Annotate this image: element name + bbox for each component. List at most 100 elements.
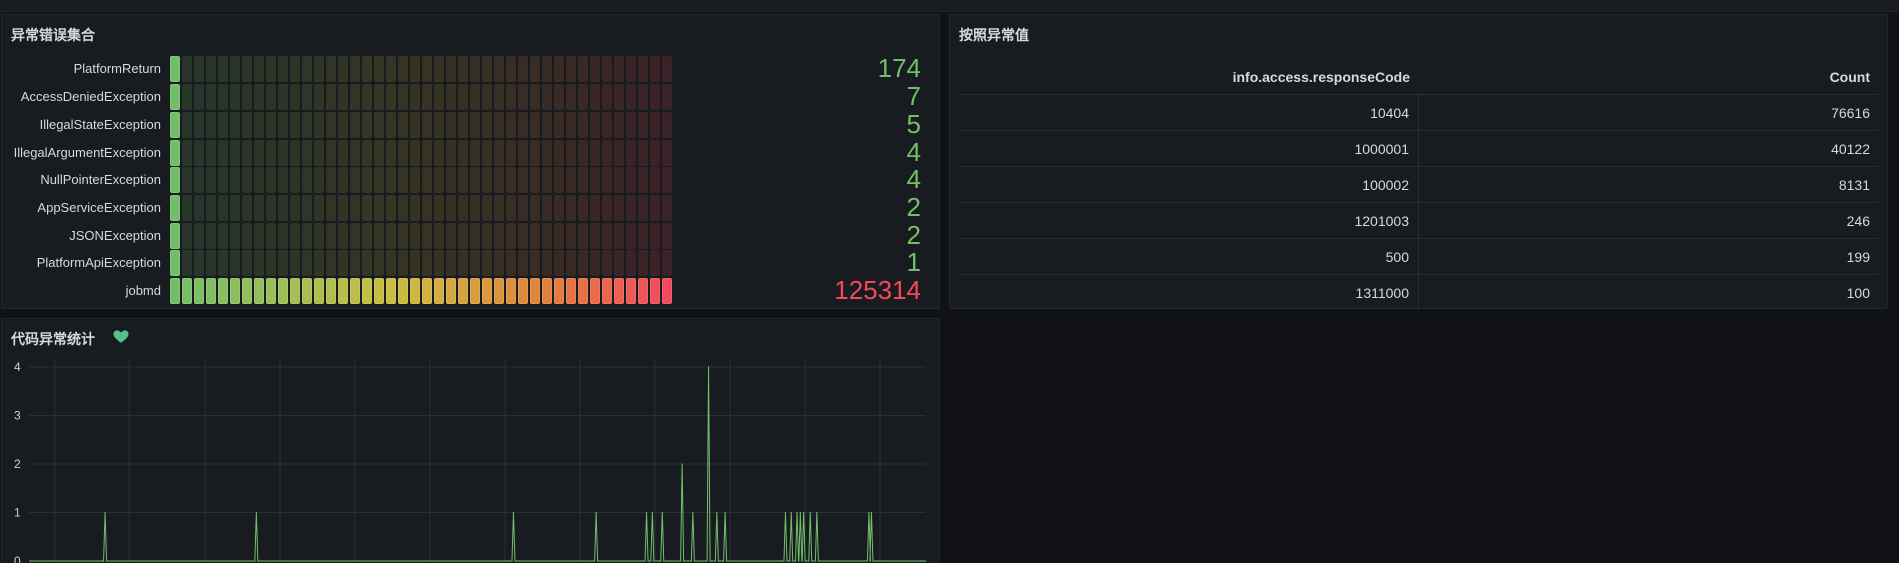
bargauge-cell — [506, 140, 516, 166]
bargauge-cell — [626, 250, 636, 276]
data-point[interactable] — [692, 511, 694, 514]
bargauge-cell — [578, 278, 588, 304]
bargauge-row[interactable]: IllegalStateException 5 — [2, 109, 939, 139]
bargauge-value: 2 — [906, 192, 921, 222]
bargauge-cell — [626, 167, 636, 193]
bargauge-cell — [446, 140, 456, 166]
bargauge-row[interactable]: AppServiceException 2 — [2, 192, 939, 222]
bargauge-cell — [494, 112, 504, 138]
data-point[interactable] — [661, 511, 663, 514]
column-header-response-code[interactable]: info.access.responseCode — [1232, 68, 1410, 85]
data-point[interactable] — [681, 463, 683, 465]
panel-title[interactable]: 按照异常值 — [959, 27, 1029, 43]
bargauge-cell — [518, 84, 528, 110]
data-point[interactable] — [707, 366, 710, 368]
bargauge-cell — [638, 167, 648, 193]
data-point[interactable] — [724, 511, 726, 514]
bargauge-cell — [290, 140, 300, 166]
data-point[interactable] — [809, 511, 811, 514]
bargauge-cell — [386, 112, 396, 138]
panel-title[interactable]: 异常错误集合 — [11, 27, 95, 43]
bargauge-row[interactable]: jobmd 125314 — [2, 275, 939, 305]
bargauge-row[interactable]: PlatformReturn 174 — [2, 53, 939, 83]
bargauge-cell — [362, 56, 372, 82]
data-point[interactable] — [651, 511, 653, 514]
data-point[interactable] — [104, 511, 106, 514]
table-row[interactable]: 500 199 — [960, 239, 1879, 275]
data-point[interactable] — [645, 511, 648, 514]
bargauge-bar — [170, 167, 672, 193]
data-point[interactable] — [870, 511, 873, 514]
bargauge-row[interactable]: NullPointerException 4 — [2, 164, 939, 194]
bargauge-cell — [194, 56, 204, 82]
bargauge-cell — [494, 84, 504, 110]
data-point[interactable] — [790, 511, 792, 514]
panel-title[interactable]: 代码异常统计 — [11, 331, 95, 347]
bargauge-cell — [518, 223, 528, 249]
table-row[interactable]: 100002 8131 — [960, 167, 1879, 203]
bargauge-cell — [242, 140, 252, 166]
bargauge-cell — [542, 140, 552, 166]
bargauge-cell — [278, 195, 288, 221]
bargauge-cell — [422, 195, 432, 221]
bargauge-cell — [194, 112, 204, 138]
bargauge-row[interactable]: JSONException 2 — [2, 220, 939, 250]
bargauge-cell — [218, 112, 228, 138]
bargauge-cell — [446, 250, 456, 276]
bargauge-bar — [170, 278, 672, 304]
column-header-count[interactable]: Count — [1829, 68, 1870, 85]
bargauge-row[interactable]: AccessDeniedException 7 — [2, 81, 939, 111]
bargauge-cell — [590, 112, 600, 138]
bargauge-cell — [590, 195, 600, 221]
bargauge-cell — [662, 250, 672, 276]
data-point[interactable] — [512, 511, 515, 514]
bargauge-cell — [350, 167, 360, 193]
bargauge-cell — [206, 167, 216, 193]
bargauge-cell — [206, 278, 216, 304]
bargauge-cell — [542, 223, 552, 249]
table-row[interactable]: 10404 76616 — [960, 95, 1879, 131]
bargauge-cell — [578, 250, 588, 276]
table-row[interactable]: 1000001 40122 — [960, 131, 1879, 167]
bargauge-row[interactable]: IllegalArgumentException 4 — [2, 137, 939, 167]
bargauge-cell — [518, 250, 528, 276]
data-point[interactable] — [716, 511, 718, 514]
bargauge-row[interactable]: PlatformApiException 1 — [2, 247, 939, 277]
bargauge-cell — [602, 223, 612, 249]
bargauge-cell — [518, 112, 528, 138]
bargauge-cell — [518, 195, 528, 221]
heart-icon[interactable] — [112, 327, 130, 345]
bargauge-cell — [230, 56, 240, 82]
bargauge-cell — [338, 112, 348, 138]
bargauge-cell — [338, 140, 348, 166]
bargauge-cell — [578, 167, 588, 193]
timeseries-chart[interactable]: 0 1 2 3 4 — [2, 319, 940, 563]
bargauge-cell — [626, 56, 636, 82]
bargauge-value: 4 — [906, 164, 921, 194]
data-point[interactable] — [868, 511, 870, 514]
data-point[interactable] — [255, 511, 257, 514]
table-panel: 按照异常值 info.access.responseCode Count 104… — [949, 14, 1888, 309]
bargauge-cell — [470, 195, 480, 221]
data-point[interactable] — [784, 511, 787, 514]
data-point[interactable] — [799, 511, 801, 514]
bargauge-cell — [590, 278, 600, 304]
bargauge-cell — [302, 56, 312, 82]
bargauge-cell — [494, 250, 504, 276]
data-point[interactable] — [595, 511, 597, 514]
bargauge-cell — [506, 278, 516, 304]
table-row[interactable]: 1201003 246 — [960, 203, 1879, 239]
bargauge-cell — [482, 140, 492, 166]
bargauge-cell — [338, 195, 348, 221]
bargauge-cell — [662, 112, 672, 138]
bargauge-cell — [350, 250, 360, 276]
data-point[interactable] — [816, 511, 818, 514]
bargauge-cell — [470, 278, 480, 304]
data-point[interactable] — [803, 511, 805, 514]
data-point[interactable] — [796, 511, 798, 514]
bargauge-cell — [506, 112, 516, 138]
bargauge-cell — [566, 223, 576, 249]
bargauge-cell — [626, 278, 636, 304]
bargauge-cell — [242, 84, 252, 110]
table-row[interactable]: 1311000 100 — [960, 275, 1879, 308]
